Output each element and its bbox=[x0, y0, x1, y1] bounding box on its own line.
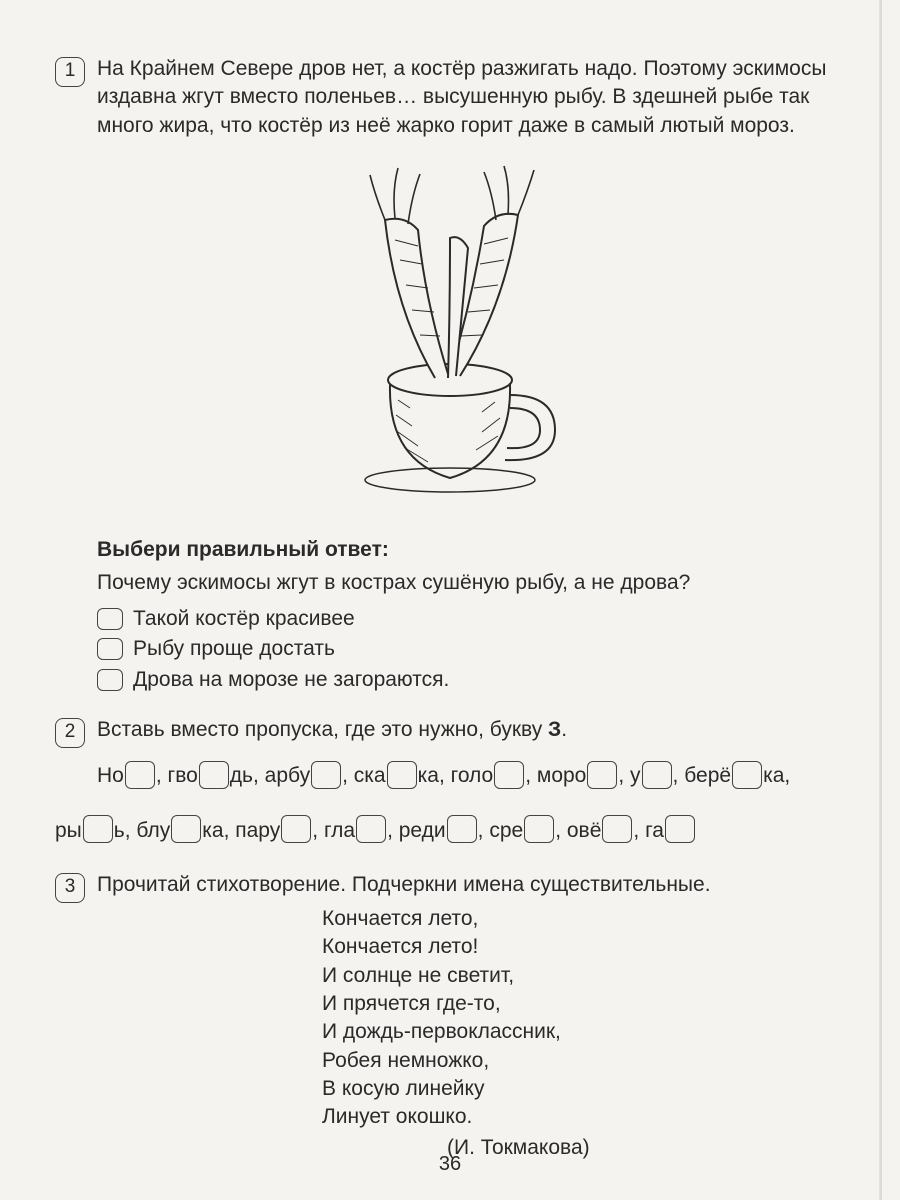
letter-box[interactable] bbox=[524, 815, 554, 843]
word-fragment: овё bbox=[561, 819, 601, 842]
option-3[interactable]: Дрова на морозе не загораются. bbox=[97, 666, 845, 694]
task1-question-block: Выбери правильный ответ: Почему эскимосы… bbox=[97, 536, 845, 694]
task-1-body: На Крайнем Севере дров нет, а костёр раз… bbox=[97, 55, 845, 140]
word-fragment: у bbox=[624, 764, 640, 787]
task-1: 1 На Крайнем Севере дров нет, а костёр р… bbox=[55, 55, 845, 140]
task-2: 2 Вставь вместо пропуска, где это нужно,… bbox=[55, 716, 845, 853]
word-fragment: голо bbox=[445, 764, 493, 787]
fish-cup-svg bbox=[300, 160, 600, 500]
option-label: Такой костёр красивее bbox=[133, 605, 355, 633]
question-title: Выбери правильный ответ: bbox=[97, 536, 845, 564]
fill-words-line-2: рыь, блука, пару, гла, реди, сре, овё, г… bbox=[55, 809, 845, 853]
letter-box[interactable] bbox=[602, 815, 632, 843]
fill-words-line-1: Но, гводь, арбу, скака, голо, моро, у, б… bbox=[97, 754, 845, 798]
page-number: 36 bbox=[0, 1151, 900, 1178]
poem-line: В косую линейку bbox=[322, 1075, 845, 1103]
letter-box[interactable] bbox=[171, 815, 201, 843]
letter-box[interactable] bbox=[732, 761, 762, 789]
option-label: Дрова на морозе не загораются. bbox=[133, 666, 449, 694]
task-2-body: Вставь вместо пропуска, где это нужно, б… bbox=[97, 716, 845, 853]
task2-letter: З bbox=[548, 718, 561, 741]
word-fragment: арбу bbox=[259, 764, 310, 787]
word-fragment: Но bbox=[97, 764, 124, 787]
poem-line: Линует окошко. bbox=[322, 1103, 845, 1131]
word-fragment: ры bbox=[55, 819, 82, 842]
task-3: 3 Прочитай стихотворение. Подчеркни имен… bbox=[55, 871, 845, 1162]
word-fragment: ка, bbox=[202, 819, 229, 842]
word-fragment: ка, bbox=[763, 764, 790, 787]
letter-box[interactable] bbox=[387, 761, 417, 789]
page-edge-shadow bbox=[879, 0, 882, 1200]
task-number-1: 1 bbox=[55, 57, 85, 87]
task-number-2: 2 bbox=[55, 718, 85, 748]
letter-box[interactable] bbox=[447, 815, 477, 843]
poem-line: И прячется где-то, bbox=[322, 990, 845, 1018]
checkbox-icon[interactable] bbox=[97, 638, 123, 660]
checkbox-icon[interactable] bbox=[97, 608, 123, 630]
word-fragment: реди bbox=[393, 819, 446, 842]
word-fragment: сре bbox=[483, 819, 523, 842]
poem-line: Робея немножко, bbox=[322, 1047, 845, 1075]
option-label: Рыбу проще достать bbox=[133, 635, 335, 663]
letter-box[interactable] bbox=[199, 761, 229, 789]
poem-line: И солнце не светит, bbox=[322, 962, 845, 990]
letter-box[interactable] bbox=[665, 815, 695, 843]
word-fragment: ка, bbox=[418, 764, 445, 787]
word-fragment: дь, bbox=[230, 764, 259, 787]
task-number-3: 3 bbox=[55, 873, 85, 903]
letter-box[interactable] bbox=[83, 815, 113, 843]
letter-box[interactable] bbox=[356, 815, 386, 843]
task2-instruction-prefix: Вставь вместо пропуска, где это нужно, б… bbox=[97, 718, 548, 741]
letter-box[interactable] bbox=[494, 761, 524, 789]
poem: Кончается лето, Кончается лето! И солнце… bbox=[322, 905, 845, 1132]
poem-line: И дождь-первоклассник, bbox=[322, 1018, 845, 1046]
word-fragment: берё bbox=[678, 764, 731, 787]
letter-box[interactable] bbox=[311, 761, 341, 789]
word-fragment: ь, bbox=[114, 819, 131, 842]
word-fragment: пару bbox=[229, 819, 280, 842]
question-text: Почему эскимосы жгут в кострах сушёную р… bbox=[97, 569, 845, 597]
word-fragment: ска bbox=[348, 764, 386, 787]
option-1[interactable]: Такой костёр красивее bbox=[97, 605, 845, 633]
fish-cup-illustration bbox=[55, 160, 845, 508]
option-2[interactable]: Рыбу проще достать bbox=[97, 635, 845, 663]
letter-box[interactable] bbox=[587, 761, 617, 789]
poem-line: Кончается лето, bbox=[322, 905, 845, 933]
letter-box[interactable] bbox=[125, 761, 155, 789]
word-fragment: гво bbox=[162, 764, 198, 787]
task3-instruction: Прочитай стихотворение. Подчеркни имена … bbox=[97, 871, 845, 899]
poem-line: Кончается лето! bbox=[322, 933, 845, 961]
task1-paragraph: На Крайнем Севере дров нет, а костёр раз… bbox=[97, 55, 845, 140]
letter-box[interactable] bbox=[642, 761, 672, 789]
word-fragment: га bbox=[639, 819, 664, 842]
word-fragment: гла bbox=[318, 819, 355, 842]
checkbox-icon[interactable] bbox=[97, 669, 123, 691]
letter-box[interactable] bbox=[281, 815, 311, 843]
word-fragment: блу bbox=[131, 819, 171, 842]
task-3-body: Прочитай стихотворение. Подчеркни имена … bbox=[97, 871, 845, 1162]
word-fragment: моро bbox=[531, 764, 586, 787]
task2-instruction-suffix: . bbox=[561, 718, 567, 741]
